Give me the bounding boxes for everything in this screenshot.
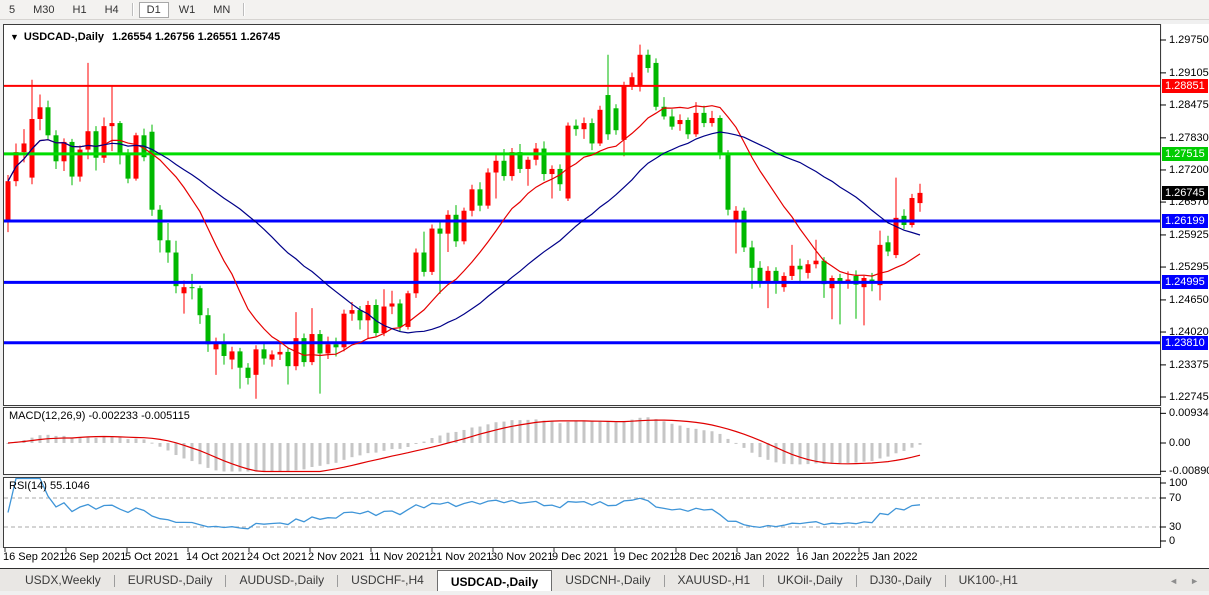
tab-scroll-arrows: ◄ ► xyxy=(1157,576,1199,586)
chart-tabs-bar: USDX,Weekly EURUSD-,Daily AUDUSD-,Daily USD… xyxy=(0,568,1209,593)
rsi-indicator-panel[interactable] xyxy=(3,477,1161,548)
tab-separator xyxy=(337,574,339,587)
timeframe-button-m30[interactable]: M30 xyxy=(33,3,55,16)
tab-separator xyxy=(855,574,857,587)
date-axis-label: 6 Jan 2022 xyxy=(735,551,790,563)
price-axis-tick: 1.25925 xyxy=(1169,228,1209,241)
macd-values: -0.002233 -0.005115 xyxy=(88,410,190,422)
tab-uk100-h1[interactable]: UK100-,H1 xyxy=(958,573,1018,587)
rsi-axis-tick: 70 xyxy=(1169,492,1182,504)
rsi-value: 55.1046 xyxy=(49,480,90,492)
price-badge-123810: 1.23810 xyxy=(1162,335,1208,350)
rsi-axis-tick: 0 xyxy=(1169,535,1176,547)
date-axis-label: 24 Oct 2021 xyxy=(247,551,307,563)
timeframe-button-h1[interactable]: H1 xyxy=(72,3,87,16)
price-badge-128851: 1.28851 xyxy=(1162,78,1208,93)
macd-axis-tick: 0.009345 xyxy=(1169,407,1209,420)
date-axis-label: 2 Nov 2021 xyxy=(308,551,365,563)
tab-scroll-left-icon[interactable]: ◄ xyxy=(1169,575,1179,586)
price-axis-tick: 1.28475 xyxy=(1169,98,1209,111)
date-axis-label: 30 Nov 2021 xyxy=(491,551,554,563)
price-axis-tick: 1.29105 xyxy=(1169,66,1209,79)
toolbar-separator xyxy=(131,3,134,16)
price-axis-tick: 1.27830 xyxy=(1169,131,1209,144)
tab-separator xyxy=(225,574,227,587)
price-badge-126199: 1.26199 xyxy=(1162,213,1208,228)
price-axis-tick: 1.25295 xyxy=(1169,261,1209,274)
price-badge-124995: 1.24995 xyxy=(1162,275,1208,290)
tab-separator xyxy=(113,574,115,587)
date-axis-label: 5 Oct 2021 xyxy=(125,551,179,563)
timeframe-button-h4[interactable]: H4 xyxy=(104,3,119,16)
tab-separator xyxy=(663,574,665,587)
price-chart-panel[interactable] xyxy=(3,24,1161,406)
tab-xauusd-h1[interactable]: XAUUSD-,H1 xyxy=(677,573,751,587)
tab-dj30-daily[interactable]: DJ30-,Daily xyxy=(869,573,932,587)
toolbar-separator xyxy=(243,3,246,16)
date-axis-label: 16 Jan 2022 xyxy=(796,551,857,563)
rsi-name: RSI(14) xyxy=(9,480,47,492)
price-axis-tick: 1.22745 xyxy=(1169,391,1209,403)
tab-usdchf-h4[interactable]: USDCHF-,H4 xyxy=(351,573,424,587)
date-axis-label: 11 Nov 2021 xyxy=(369,551,431,563)
rsi-label: RSI(14) 55.1046 xyxy=(9,480,90,492)
tab-audusd-daily[interactable]: AUDUSD-,Daily xyxy=(239,573,325,587)
tab-usdcad-daily[interactable]: USDCAD-,Daily xyxy=(436,569,553,593)
date-axis-label: 26 Sep 2021 xyxy=(64,551,127,563)
tab-ukoil-daily[interactable]: UKOil-,Daily xyxy=(777,573,843,587)
timeframe-toolbar: 5 M30 H1 H4 D1 W1 MN xyxy=(0,0,1209,20)
date-axis-label: 14 Oct 2021 xyxy=(186,551,246,563)
date-axis-label: 19 Dec 2021 xyxy=(613,551,676,563)
chart-title: ▼ USDCAD-,Daily 1.26554 1.26756 1.26551 1.… xyxy=(10,31,280,43)
macd-axis-tick: 0.00 xyxy=(1169,437,1191,449)
ohlc-values: 1.26554 1.26756 1.26551 1.26745 xyxy=(112,31,281,43)
macd-axis-tick: -0.008902 xyxy=(1169,465,1209,478)
price-badge-126745: 1.26745 xyxy=(1162,186,1208,201)
timeframe-button-5[interactable]: 5 xyxy=(9,3,16,16)
price-axis-tick: 1.29750 xyxy=(1169,34,1209,46)
price-axis-tick: 1.24650 xyxy=(1169,293,1209,306)
tab-eurusd-daily[interactable]: EURUSD-,Daily xyxy=(127,573,213,587)
bottom-strip xyxy=(0,591,1209,595)
timeframe-button-w1[interactable]: W1 xyxy=(178,3,196,16)
tab-usdcnh-daily[interactable]: USDCNH-,Daily xyxy=(565,573,651,587)
date-axis-label: 9 Dec 2021 xyxy=(552,551,609,563)
timeframe-button-mn[interactable]: MN xyxy=(213,3,231,16)
rsi-axis-tick: 100 xyxy=(1169,477,1188,489)
date-axis-label: 25 Jan 2022 xyxy=(857,551,918,563)
symbol-period-label: USDCAD-,Daily xyxy=(23,31,104,43)
symbol-dropdown-icon[interactable]: ▼ xyxy=(10,32,19,42)
rsi-axis-tick: 30 xyxy=(1169,521,1182,533)
price-axis-tick: 1.23375 xyxy=(1169,358,1209,371)
price-axis-tick: 1.27200 xyxy=(1169,163,1209,176)
date-axis[interactable]: 16 Sep 2021 26 Sep 2021 5 Oct 2021 14 Oct 2… xyxy=(0,548,1209,568)
tab-separator xyxy=(763,574,765,587)
macd-label: MACD(12,26,9) -0.002233 -0.005115 xyxy=(9,410,190,422)
date-axis-label: 21 Nov 2021 xyxy=(430,551,493,563)
price-axis-tick: 1.24020 xyxy=(1169,326,1209,339)
tab-usdx-weekly[interactable]: USDX,Weekly xyxy=(25,573,101,587)
date-axis-label: 16 Sep 2021 xyxy=(3,551,66,563)
macd-name: MACD(12,26,9) xyxy=(9,410,86,422)
timeframe-button-d1[interactable]: D1 xyxy=(138,1,169,18)
date-axis-label: 28 Dec 2021 xyxy=(674,551,737,563)
tab-separator xyxy=(944,574,946,587)
tab-scroll-right-icon[interactable]: ► xyxy=(1190,575,1199,586)
price-axis[interactable]: 1.29750 1.29105 1.28475 1.27830 1.27200 1.265… xyxy=(1162,24,1209,548)
price-badge-127515: 1.27515 xyxy=(1162,146,1208,161)
